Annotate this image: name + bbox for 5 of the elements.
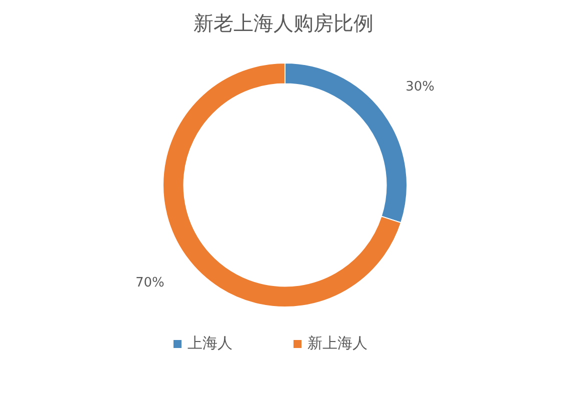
data-label: 70% <box>135 276 164 291</box>
legend-label: 新上海人 <box>308 334 368 352</box>
data-label: 30% <box>406 79 435 94</box>
legend-label: 上海人 <box>188 334 232 352</box>
chart-title: 新老上海人购房比例 <box>194 11 374 35</box>
